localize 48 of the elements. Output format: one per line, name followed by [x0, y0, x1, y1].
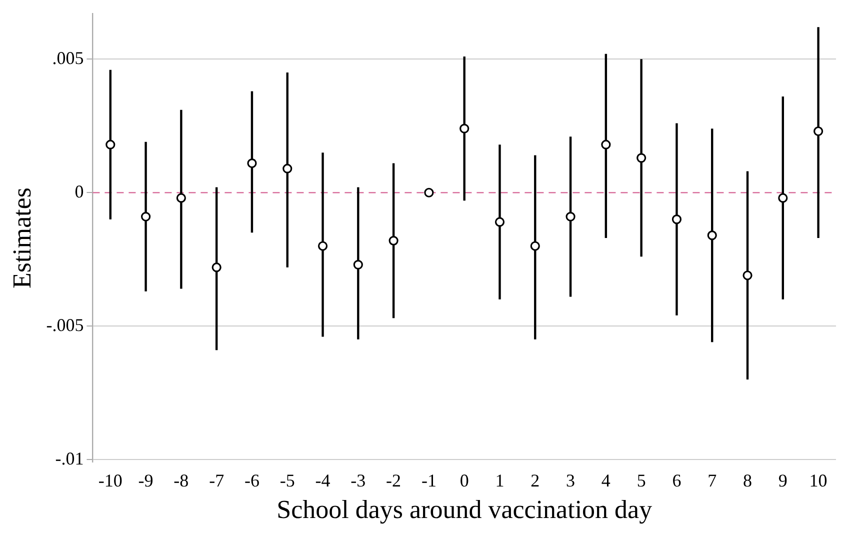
- x-tick-label: 10: [809, 470, 828, 491]
- x-tick-label: -7: [209, 470, 224, 491]
- point: [672, 214, 682, 224]
- x-tick-label: 6: [672, 470, 682, 491]
- point: [494, 217, 505, 227]
- x-tick-label: -9: [138, 470, 154, 491]
- point: [247, 158, 257, 168]
- x-tick-label: -3: [350, 470, 366, 491]
- point: [388, 236, 398, 246]
- x-tick-label: 0: [460, 470, 469, 491]
- x-tick-label: -6: [244, 470, 260, 491]
- x-tick-label: 8: [743, 470, 752, 491]
- point: [353, 260, 363, 270]
- y-tick-label: -.01: [55, 448, 84, 468]
- x-tick-label: 1: [495, 470, 504, 491]
- y-tick-label: .005: [52, 48, 84, 68]
- x-tick-label: -5: [280, 470, 295, 491]
- point: [707, 230, 717, 240]
- point: [814, 126, 824, 136]
- point: [176, 193, 186, 203]
- point: [140, 212, 151, 222]
- point: [566, 212, 576, 222]
- x-tick-label: 5: [636, 470, 646, 491]
- x-tick-label: -8: [174, 470, 189, 491]
- point: [601, 140, 611, 150]
- x-tick-label: 7: [708, 470, 717, 491]
- point: [106, 140, 116, 150]
- x-tick-label: 9: [778, 470, 788, 491]
- y-tick-label: -.005: [46, 314, 84, 335]
- y-axis-title: Estimates: [7, 187, 36, 289]
- point: [778, 193, 788, 203]
- x-tick-label: -10: [98, 470, 122, 491]
- point: [318, 241, 328, 251]
- x-tick-label: 3: [566, 470, 576, 491]
- x-tick-label: -2: [386, 470, 402, 491]
- point: [424, 188, 434, 198]
- point: [636, 153, 646, 163]
- x-axis-title: School days around vaccination day: [276, 495, 652, 524]
- x-tick-label: -4: [315, 470, 330, 491]
- x-tick-label: -1: [421, 470, 436, 491]
- x-tick-label: 2: [530, 470, 540, 491]
- point: [460, 124, 470, 134]
- x-tick-label: 4: [601, 470, 610, 491]
- y-tick-label: 0: [74, 181, 84, 202]
- point: [212, 262, 222, 272]
- point: [742, 270, 752, 280]
- point: [530, 241, 540, 251]
- point: [282, 164, 292, 174]
